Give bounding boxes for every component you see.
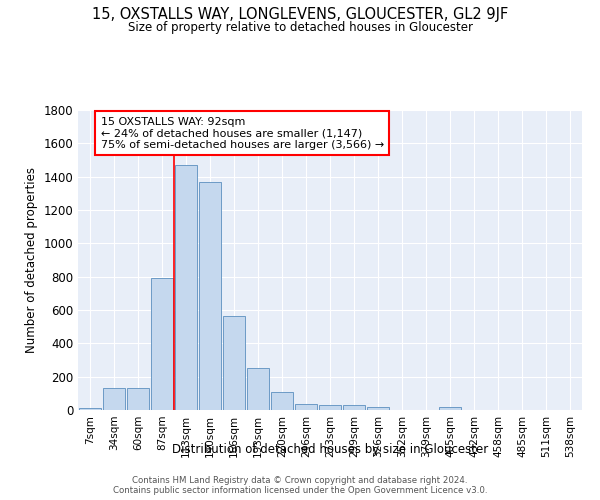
Bar — [247, 368, 269, 410]
Bar — [343, 405, 365, 410]
Text: 15, OXSTALLS WAY, LONGLEVENS, GLOUCESTER, GL2 9JF: 15, OXSTALLS WAY, LONGLEVENS, GLOUCESTER… — [92, 8, 508, 22]
Bar — [79, 408, 101, 410]
Text: Size of property relative to detached houses in Gloucester: Size of property relative to detached ho… — [128, 21, 473, 34]
Bar — [295, 404, 317, 410]
Bar — [319, 405, 341, 410]
Bar — [127, 388, 149, 410]
Bar — [439, 406, 461, 410]
Text: Distribution of detached houses by size in Gloucester: Distribution of detached houses by size … — [172, 442, 488, 456]
Text: Contains HM Land Registry data © Crown copyright and database right 2024.
Contai: Contains HM Land Registry data © Crown c… — [113, 476, 487, 495]
Bar — [103, 388, 125, 410]
Bar — [271, 392, 293, 410]
Bar — [151, 278, 173, 410]
Bar — [175, 165, 197, 410]
Text: 15 OXSTALLS WAY: 92sqm
← 24% of detached houses are smaller (1,147)
75% of semi-: 15 OXSTALLS WAY: 92sqm ← 24% of detached… — [101, 116, 384, 150]
Bar — [199, 182, 221, 410]
Bar — [223, 316, 245, 410]
Bar — [367, 406, 389, 410]
Y-axis label: Number of detached properties: Number of detached properties — [25, 167, 38, 353]
